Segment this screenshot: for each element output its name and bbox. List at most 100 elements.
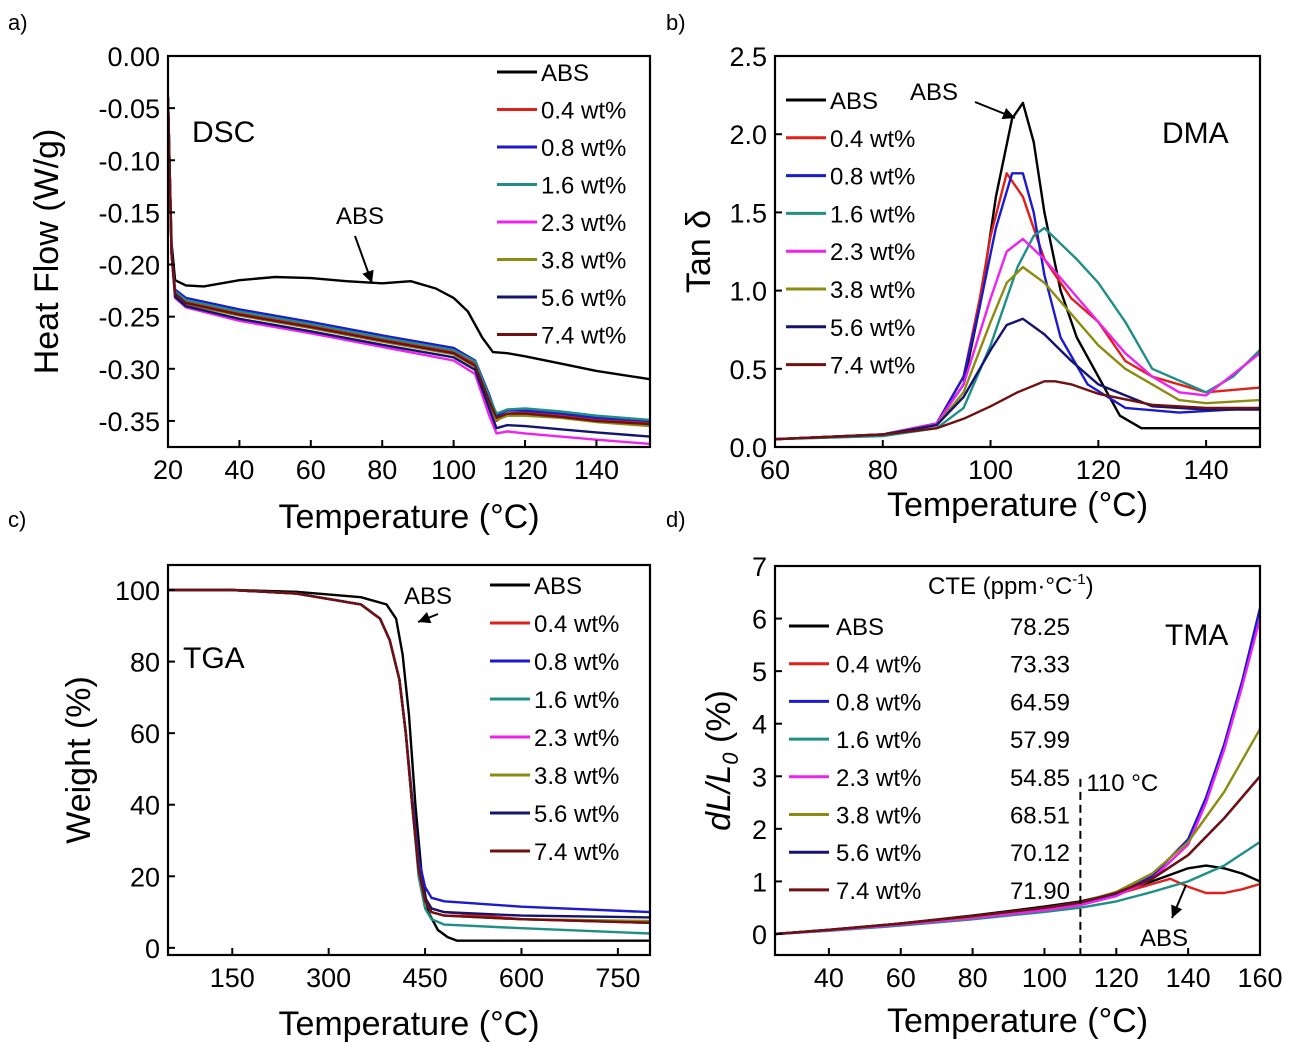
y-tick-label: 20 [130,862,160,892]
legend-label-7-4-wt: 7.4 wt% [541,323,626,350]
x-tick-label: 80 [367,455,397,485]
legend-label-0-4-wt: 0.4 wt% [541,98,626,125]
plot-frame [773,54,1262,449]
y-tick-label: 0 [752,920,767,950]
x-tick-label: 60 [760,455,790,485]
series-line-1-6-wt [168,97,650,422]
legend-label-3-8-wt: 3.8 wt% [534,763,619,790]
y-tick-label: -0.25 [98,303,160,333]
legend: ABS 78.25 0.4 wt% 73.33 0.8 wt% 64.59 1.6 wt% 5… [789,614,1070,905]
y-tick-label: 60 [130,719,160,749]
x-tick-label: 750 [595,963,640,993]
legend-label-0-4-wt: 0.4 wt% [830,126,915,153]
x-tick-label: 140 [1184,455,1229,485]
legend-label-7-4-wt: 7.4 wt% [830,353,915,380]
series-line-7-4-wt [168,588,650,924]
series-line-2-3-wt [775,237,1260,441]
series-line-abs [168,588,650,942]
x-tick-label: 100 [1022,963,1067,993]
plot-c: 0 20 40 60 80 100 150 300 450 600 750 Temperature (… [60,563,652,1042]
x-tick-label: 120 [1094,963,1139,993]
series-line-5-6-wt [775,317,1260,441]
legend-label-3-8-wt: 3.8 wt% [541,248,626,275]
x-tick-label: 450 [403,963,448,993]
legend-label-abs: ABS [830,88,878,115]
x-tick-label: 100 [431,455,476,485]
y-tick-label: -0.15 [98,198,160,228]
x-axis-label: Temperature (°C) [278,498,539,536]
y-tick-label: 3 [752,762,767,792]
chart-panel-b: b) 0.0 0.5 1.0 1.5 2.0 2.5 60 80 100 120 140 Temper… [666,10,1262,524]
x-tick-label: 140 [1166,963,1211,993]
y-tick-label: 5 [752,657,767,687]
legend-label-3-8-wt: 3.8 wt% [836,803,921,830]
legend: ABS 0.4 wt% 0.8 wt% 1.6 wt% 2.3 wt% 3.8 wt% 5.… [497,60,626,350]
y-axis-label: Heat Flow (W/g) [28,129,66,375]
cte-value-2-3-wt: 54.85 [1010,765,1070,792]
cte-value-7-4-wt: 71.90 [1010,878,1070,905]
annotation-label: ABS [336,203,384,230]
x-tick-label: 40 [814,963,844,993]
plot-frame [773,564,1262,957]
series-line-0-8-wt [168,97,650,423]
x-tick-label: 80 [958,963,988,993]
series-group [775,101,1260,441]
legend-label-2-3-wt: 2.3 wt% [830,239,915,266]
x-tick-label: 80 [868,455,898,485]
annotation-arrow-head [1171,904,1183,918]
plot-b: 0.0 0.5 1.0 1.5 2.0 2.5 60 80 100 120 140 Temperatu… [680,42,1262,524]
panel-title-tag: TGA [183,642,245,675]
y-axis-label: Tan δ [680,210,718,293]
x-axis-label: Temperature (°C) [887,1002,1148,1040]
x-tick-label: 160 [1237,963,1282,993]
plot-frame [166,54,652,449]
y-tick-label: 2 [752,815,767,845]
cte-value-0-4-wt: 73.33 [1010,652,1070,679]
cte-header: CTE (ppm·°C-1) [928,571,1094,600]
x-axis-label: Temperature (°C) [278,1005,539,1042]
plot-a: 0.00 -0.05 -0.10 -0.15 -0.20 -0.25 -0.30 -0.35 2… [28,42,652,536]
plot-frame [166,563,652,957]
annotation-label: ABS [1140,925,1188,952]
y-tick-label: 1.0 [729,277,767,307]
x-tick-label: 600 [499,963,544,993]
y-tick-label: 2.5 [729,42,767,72]
chart-panel-d: d) 0 1 2 3 4 5 6 7 40 60 80 100 120 140 160 Temperature… [666,507,1283,1040]
panel-title-tag: DSC [192,116,255,149]
y-tick-label: 0.0 [729,433,767,463]
cte-value-3-8-wt: 68.51 [1010,803,1070,830]
series-line-0-8-wt [775,172,1260,441]
cte-value-abs: 78.25 [1010,614,1070,641]
annotation-label: ABS [404,583,452,610]
legend-label-5-6-wt: 5.6 wt% [541,285,626,312]
legend-label-1-6-wt: 1.6 wt% [836,727,921,754]
legend-label-0-8-wt: 0.8 wt% [541,135,626,162]
panel-letter-d: d) [666,507,686,532]
legend-label-7-4-wt: 7.4 wt% [836,878,921,905]
x-tick-label: 40 [224,455,254,485]
cte-value-1-6-wt: 57.99 [1010,727,1070,754]
legend-label-5-6-wt: 5.6 wt% [830,315,915,342]
legend-label-2-3-wt: 2.3 wt% [541,210,626,237]
series-line-abs [168,108,650,381]
y-tick-label: 80 [130,648,160,678]
legend-label-1-6-wt: 1.6 wt% [534,687,619,714]
legend-label-abs: ABS [534,573,582,600]
series-line-5-6-wt [168,97,650,438]
legend-label-0-8-wt: 0.8 wt% [534,649,619,676]
legend-label-5-6-wt: 5.6 wt% [836,840,921,867]
legend-label-0-4-wt: 0.4 wt% [836,652,921,679]
x-tick-label: 100 [968,455,1013,485]
legend-label-abs: ABS [541,60,589,87]
cte-value-5-6-wt: 70.12 [1010,840,1070,867]
panel-title-tag: TMA [1165,619,1228,652]
x-tick-label: 140 [574,455,619,485]
series-line-7-4-wt [168,97,650,426]
legend-label-3-8-wt: 3.8 wt% [830,277,915,304]
y-tick-label: -0.35 [98,407,160,437]
legend-label-abs: ABS [836,614,884,641]
y-axis-label: Weight (%) [60,676,98,844]
legend-label-0-8-wt: 0.8 wt% [836,689,921,716]
series-group [168,588,650,942]
